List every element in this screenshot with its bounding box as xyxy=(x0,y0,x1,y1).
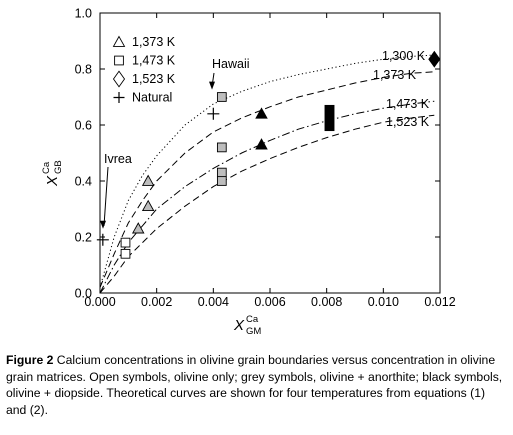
annotation-hawaii: Hawaii xyxy=(212,57,250,71)
curve-label-1373k: 1,373 K xyxy=(373,68,417,82)
caption-label: Figure 2 xyxy=(6,353,54,367)
black-bar-point xyxy=(324,104,335,132)
black-diamond-point xyxy=(428,50,441,68)
x-tick-label: 0.008 xyxy=(311,295,342,309)
black-triangle-point xyxy=(255,138,268,150)
x-axis-label-sup: Ca xyxy=(246,314,259,325)
axes xyxy=(99,12,441,294)
curve-1523k xyxy=(99,114,435,294)
y-tick-label: 0.6 xyxy=(75,119,92,133)
x-tick-label: 0.002 xyxy=(141,295,172,309)
annotations: Hawaii Ivrea xyxy=(100,57,250,229)
grey-square-point xyxy=(216,167,227,178)
legend-triangle-icon xyxy=(112,35,126,47)
caption-text: Calcium concentrations in olivine grain … xyxy=(6,353,503,417)
x-tick-label: 0.010 xyxy=(368,295,399,309)
grey-triangle-point xyxy=(141,174,155,186)
legend-label-3: 1,523 K xyxy=(132,72,176,86)
x-tick-label: 0.004 xyxy=(198,295,229,309)
x-axis-label: X xyxy=(233,317,245,334)
data-points xyxy=(96,50,441,259)
ivrea-arrowhead xyxy=(100,220,106,229)
y-axis-label-group: XCa GB xyxy=(41,160,64,187)
x-tick-label: 0.000 xyxy=(84,295,115,309)
y-axis-label: X xyxy=(44,175,61,187)
square-point xyxy=(120,237,131,248)
ivrea-arrow xyxy=(103,166,109,226)
chart: Hawaii Ivrea 1,373 K 1,473 K 1,523 K Natural… xyxy=(41,7,456,338)
grey-square-point xyxy=(216,176,227,186)
grey-square-point xyxy=(216,142,227,153)
curve-1300k xyxy=(99,54,435,288)
legend-cross-icon xyxy=(113,92,125,103)
legend-diamond-icon xyxy=(112,70,126,88)
y-tick-label: 0.4 xyxy=(75,175,92,189)
curve-label-1473k: 1,473 K xyxy=(386,97,430,111)
legend-label-1: 1,373 K xyxy=(132,35,176,49)
y-tick-label: 0.0 xyxy=(75,287,92,301)
annotation-ivrea: Ivrea xyxy=(104,152,132,166)
y-tick-label: 0.2 xyxy=(75,231,92,245)
y-tick-label: 0.8 xyxy=(75,63,92,77)
hawaii-arrowhead xyxy=(209,81,215,90)
legend-label-4: Natural xyxy=(132,91,172,105)
legend-label-2: 1,473 K xyxy=(132,54,176,68)
curve-1473k xyxy=(99,100,435,294)
y-tick-label: 1.0 xyxy=(75,7,92,21)
curve-label-1300k: 1,300 K xyxy=(382,49,426,63)
square-point xyxy=(120,248,131,259)
figure-caption: Figure 2 Calcium concentrations in olivi… xyxy=(6,352,506,418)
cross-point xyxy=(207,107,220,120)
grey-square-point xyxy=(216,92,227,102)
legend-square-icon xyxy=(114,55,124,66)
y-axis-label-sub: GB xyxy=(53,160,64,174)
black-triangle-point xyxy=(255,107,268,119)
x-axis-label-sub: GM xyxy=(246,326,261,337)
curve-label-1523k: 1,523 K xyxy=(386,115,430,129)
legend: 1,373 K 1,473 K 1,523 K Natural xyxy=(112,35,176,105)
grey-triangle-point xyxy=(131,222,145,234)
cross-point xyxy=(96,233,109,246)
y-axis-label-sup: Ca xyxy=(41,161,52,174)
grey-triangle-point xyxy=(141,199,155,212)
curve-1373k xyxy=(99,71,435,288)
curves xyxy=(99,54,435,294)
x-tick-label: 0.006 xyxy=(254,295,285,309)
tick-labels: 0.000 0.002 0.004 0.006 0.008 0.010 0.012 0.0 0.… xyxy=(75,7,456,310)
curve-labels: 1,300 K 1,373 K 1,473 K 1,523 K xyxy=(373,49,430,129)
x-tick-label: 0.012 xyxy=(424,295,455,309)
